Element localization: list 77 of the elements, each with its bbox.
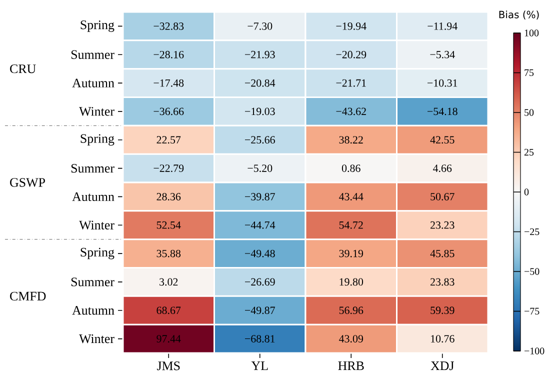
y-tick-label: Summer xyxy=(71,164,114,173)
data-label: −20.29 xyxy=(336,50,366,58)
data-label: 50.67 xyxy=(430,192,454,200)
data-label: −68.81 xyxy=(245,335,275,343)
data-label: 42.55 xyxy=(430,136,454,144)
data-label: −17.48 xyxy=(154,79,184,87)
data-label: −5.34 xyxy=(430,50,455,58)
data-label: −54.18 xyxy=(428,108,458,116)
data-label: 3.02 xyxy=(160,278,178,286)
data-label: 23.23 xyxy=(430,221,454,229)
data-label: −19.03 xyxy=(245,108,275,116)
data-label: 10.76 xyxy=(431,335,454,343)
text: CRU xyxy=(10,64,36,74)
y-tick-label: Autumn xyxy=(72,78,114,88)
data-label: 38.22 xyxy=(339,136,363,144)
color-bar-label: 100 xyxy=(524,30,539,36)
y-tick-label: Spring xyxy=(80,248,114,260)
x-tick-label: XDJ xyxy=(430,362,454,370)
x-tick-label: HRB xyxy=(338,362,364,370)
data-label: 0.86 xyxy=(342,164,360,172)
y-tick-label: Winter xyxy=(79,107,114,116)
y-tick-label: Winter xyxy=(79,220,114,230)
y-tick-label: Spring xyxy=(80,20,114,32)
data-label: −11.94 xyxy=(428,22,458,30)
data-label: 23.83 xyxy=(430,278,454,286)
color-bar-label: −25 xyxy=(524,228,540,236)
data-label: −20.84 xyxy=(245,79,276,87)
data-label: 28.36 xyxy=(156,192,181,200)
data-label: −21.71 xyxy=(336,79,366,87)
data-label: −49.87 xyxy=(245,306,275,314)
color-bar-title: Bias (%) xyxy=(499,10,539,20)
data-label: −19.94 xyxy=(336,22,366,30)
data-label: −21.93 xyxy=(245,50,275,58)
data-label: 4.66 xyxy=(433,164,452,172)
color-bar-label: −75 xyxy=(524,308,540,315)
text: CMFD xyxy=(10,292,46,301)
data-label: 35.88 xyxy=(156,250,181,258)
data-label: −25.66 xyxy=(245,136,275,144)
x-tick-label: JMS xyxy=(157,362,180,370)
data-label: 19.80 xyxy=(340,278,364,286)
data-label: −44.74 xyxy=(245,221,276,229)
data-label: 43.09 xyxy=(339,335,364,343)
data-label: 59.39 xyxy=(430,306,454,314)
data-label: −7.30 xyxy=(248,22,272,30)
data-label: 68.67 xyxy=(156,306,181,314)
y-tick-label: Autumn xyxy=(72,192,114,202)
color-bar-label: 25 xyxy=(524,148,534,156)
data-label: −26.69 xyxy=(245,278,275,286)
data-label: −10.31 xyxy=(428,79,458,87)
y-tick-label: Winter xyxy=(79,334,114,344)
data-label: 45.85 xyxy=(430,250,454,258)
x-tick-label: YL xyxy=(251,362,268,370)
color-bar-label: 75 xyxy=(524,69,534,76)
y-tick-label: Spring xyxy=(80,134,114,146)
data-label: 39.19 xyxy=(339,250,364,258)
color-bar-label: −100 xyxy=(524,348,544,354)
color-bar-label: 50 xyxy=(524,109,534,116)
data-label: −32.83 xyxy=(154,22,184,30)
data-label: −39.87 xyxy=(245,192,275,200)
data-label: 52.54 xyxy=(156,221,181,229)
color-bar-label: 0 xyxy=(524,188,529,196)
text: GSWP xyxy=(10,178,45,187)
data-label: −43.62 xyxy=(336,108,366,116)
data-label: 97.44 xyxy=(156,335,181,343)
data-label: 54.72 xyxy=(339,221,363,229)
data-label: 22.57 xyxy=(156,136,181,144)
data-label: −5.20 xyxy=(248,164,272,172)
data-label: −49.48 xyxy=(245,250,275,258)
data-label: 56.96 xyxy=(339,306,364,314)
color-bar-label: −50 xyxy=(524,268,540,275)
data-label: −36.66 xyxy=(154,108,184,116)
y-tick-label: Summer xyxy=(71,278,114,286)
y-tick-label: Summer xyxy=(71,50,114,59)
data-label: −28.16 xyxy=(154,50,184,58)
data-label: −22.79 xyxy=(154,164,184,172)
data-label: 43.44 xyxy=(339,193,364,200)
y-tick-label: Autumn xyxy=(72,306,114,315)
